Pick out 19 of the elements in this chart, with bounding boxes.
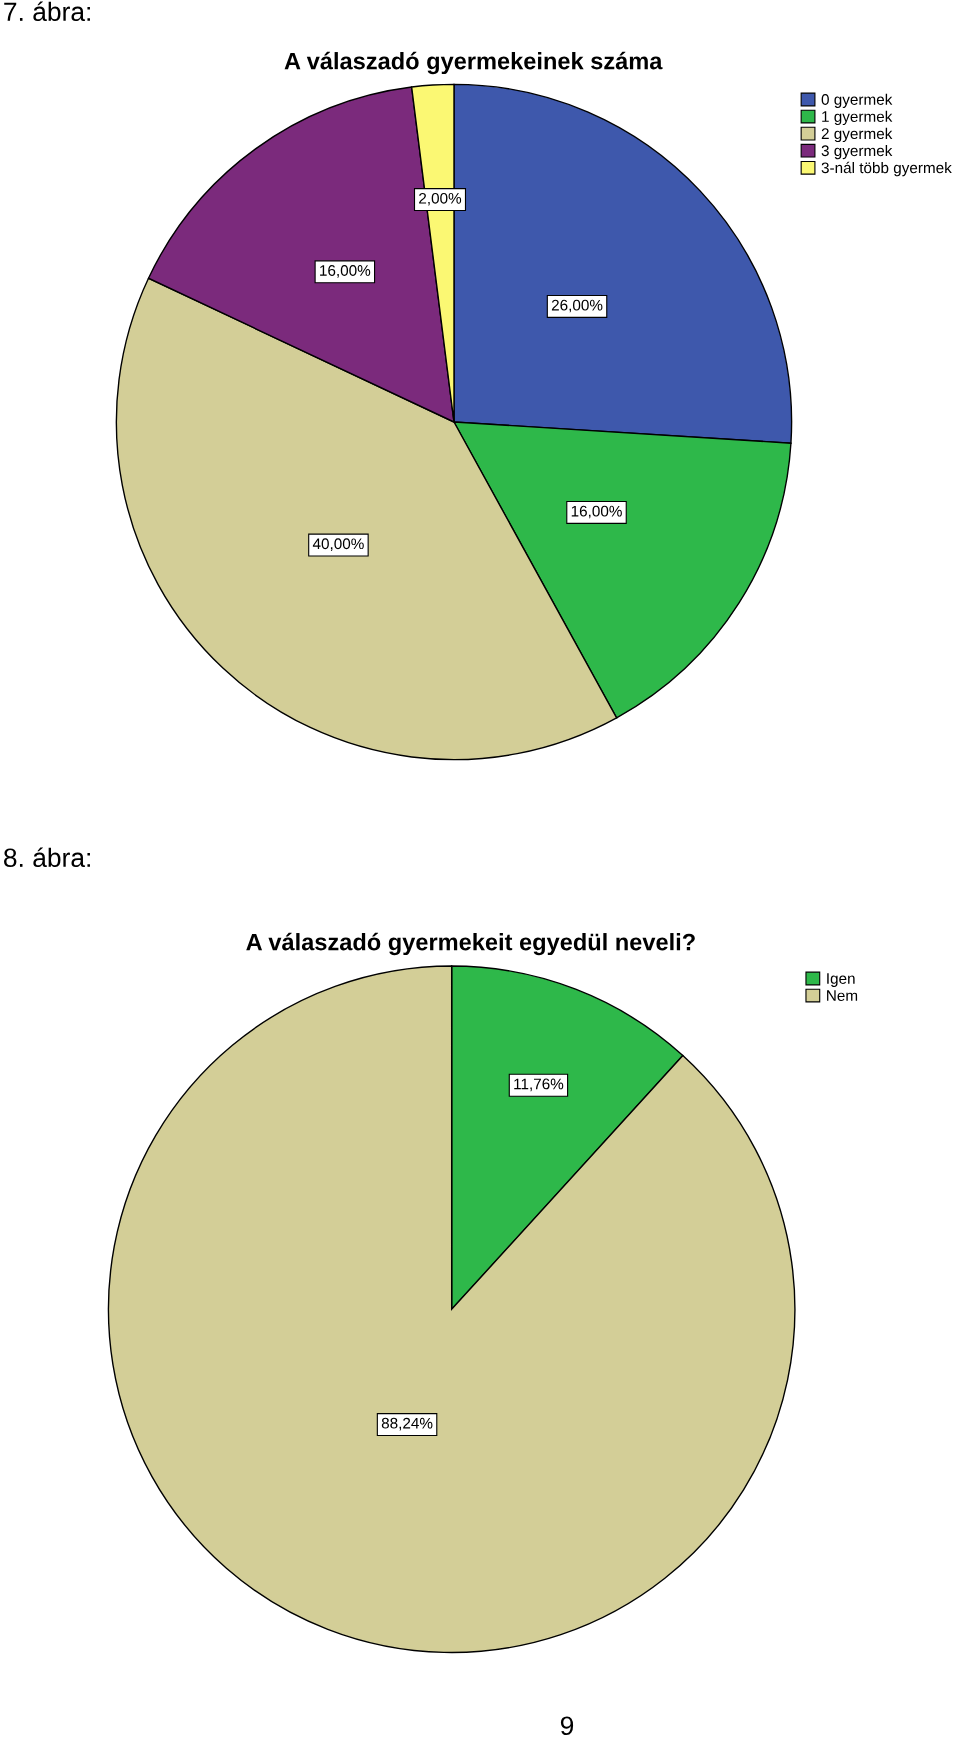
data-label: 88,24% — [381, 1417, 433, 1431]
legend-label: Nem — [827, 990, 858, 1001]
data-label: 11,76% — [514, 1078, 564, 1092]
legend-label: 0 gyermek — [821, 93, 893, 108]
text: 7. ábra: — [4, 1, 90, 22]
legend-label: 3 gyermek — [821, 144, 893, 160]
text: 8. ábra: — [4, 847, 90, 868]
data-label: 2,00% — [419, 192, 462, 206]
text: 9 — [560, 1716, 574, 1736]
data-label: 16,00% — [320, 265, 371, 278]
legend-label: 3-nál több gyermek — [821, 161, 952, 177]
data-label: 16,00% — [571, 505, 622, 519]
legend-label: 1 gyermek — [822, 110, 893, 126]
data-label: 26,00% — [551, 299, 603, 313]
legend-label: 2 gyermek — [821, 127, 893, 143]
chart-title: A válaszadó gyermekeit egyedül neveli? — [246, 932, 695, 956]
data-label: 40,00% — [312, 538, 364, 551]
chart-title: A válaszadó gyermekeinek száma — [284, 51, 663, 75]
legend-label: Igen — [827, 973, 855, 987]
